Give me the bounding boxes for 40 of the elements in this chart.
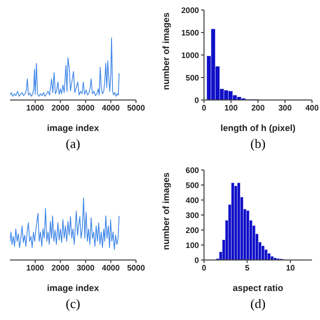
x-tick-label: 0: [202, 264, 207, 273]
x-axis-title: aspect ratio: [232, 283, 284, 293]
y-tick-label: 1000: [181, 50, 200, 60]
x-axis-title: length of h (pixel): [220, 123, 296, 133]
y-tick-label: 400: [186, 196, 200, 205]
y-tick-label: 1500: [181, 28, 200, 38]
x-tick-label: 2000: [52, 104, 70, 113]
text: (b): [249, 136, 267, 152]
y-tick-label: 2000: [181, 6, 200, 15]
y-tick-label: 100: [186, 240, 200, 250]
x-tick-label: 4000: [102, 264, 120, 273]
text: (a): [64, 136, 82, 152]
x-tick-label: 200: [251, 104, 266, 113]
x-tick-label: 5000: [127, 104, 146, 113]
y-tick-label: 500: [186, 73, 200, 82]
y-tick-label: 500: [186, 180, 200, 190]
x-tick-label: 100: [224, 104, 238, 113]
y-tick-label: 600: [186, 166, 200, 175]
x-tick-label: 2000: [52, 264, 70, 273]
y-tick-label: 0: [194, 256, 200, 265]
x-tick-label: 0: [202, 104, 207, 113]
x-tick-label: 1000: [26, 104, 45, 113]
y-tick-label: 200: [186, 226, 200, 235]
y-axis-title: number of images: [161, 12, 172, 90]
x-tick-label: 1000: [26, 264, 45, 273]
x-tick-label: 3000: [76, 104, 96, 113]
x-axis-title: image index: [46, 283, 100, 293]
y-axis-title: number of images: [161, 172, 172, 250]
x-tick-label: 3000: [76, 264, 96, 273]
y-tick-label: 0: [194, 96, 200, 105]
x-tick-label: 300: [278, 104, 292, 113]
x-tick-label: 10: [286, 264, 296, 273]
text: (c): [64, 296, 82, 312]
x-tick-label: 5000: [127, 264, 146, 273]
x-axis-title: image index: [46, 123, 100, 133]
y-tick-label: 300: [186, 210, 200, 220]
x-tick-label: 400: [305, 104, 320, 113]
x-tick-label: 5: [244, 264, 250, 273]
text: (d): [249, 296, 267, 312]
x-tick-label: 4000: [102, 104, 120, 113]
